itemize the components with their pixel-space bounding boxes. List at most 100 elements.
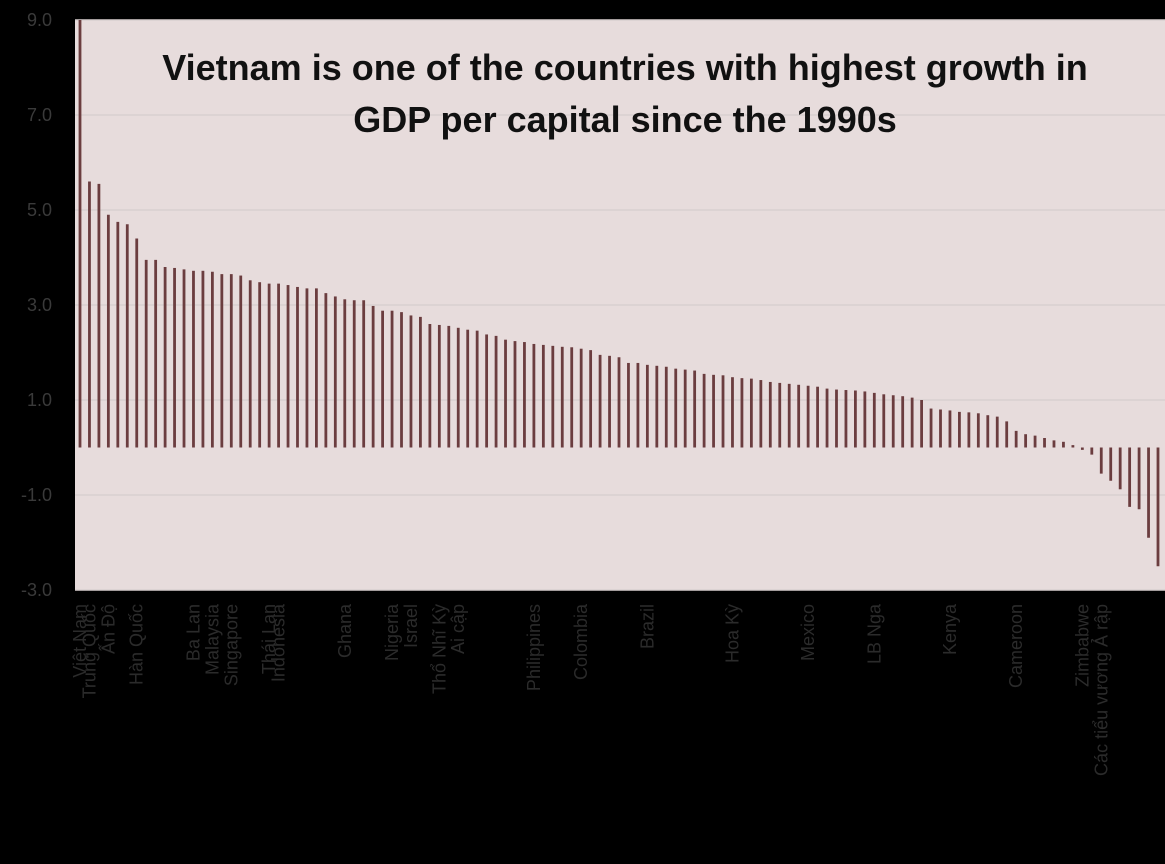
- bar: [958, 411, 961, 448]
- bar: [475, 330, 479, 448]
- bar: [315, 288, 318, 448]
- bar: [88, 181, 91, 448]
- bar: [863, 391, 867, 448]
- x-category-label: Ghana: [335, 603, 355, 658]
- bar: [1156, 447, 1160, 567]
- bar: [854, 390, 857, 448]
- bar: [712, 374, 715, 448]
- bar: [749, 378, 753, 448]
- bar: [371, 305, 375, 448]
- bar: [182, 269, 186, 448]
- bar: [248, 280, 252, 448]
- bar: [995, 416, 999, 448]
- bar: [201, 270, 205, 448]
- bar: [636, 362, 640, 448]
- x-category-label: Các tiểu vương Ả rập: [1090, 604, 1111, 776]
- x-category-label: Cameroon: [1006, 604, 1026, 688]
- bar: [277, 283, 280, 448]
- bar: [1109, 447, 1113, 481]
- y-tick-label: 5.0: [27, 200, 52, 220]
- bar: [333, 296, 337, 448]
- x-category-label: Trung Quốc: [79, 604, 99, 698]
- bar: [523, 342, 526, 448]
- bar: [967, 412, 971, 448]
- bar: [627, 362, 630, 448]
- bar: [986, 415, 990, 448]
- bar: [390, 310, 394, 448]
- bar: [1099, 447, 1103, 474]
- x-category-label: Thái Lan: [259, 604, 279, 674]
- bar: [1043, 438, 1046, 448]
- bar: [844, 390, 848, 448]
- bar: [948, 410, 952, 448]
- bar: [362, 300, 366, 448]
- bar: [891, 395, 895, 448]
- bar: [97, 183, 101, 448]
- y-tick-label: 3.0: [27, 295, 52, 315]
- x-category-label: Việt Nam: [70, 604, 90, 678]
- bar: [513, 341, 517, 448]
- bar: [305, 288, 309, 448]
- bar: [456, 327, 460, 448]
- bar: [1005, 421, 1009, 448]
- bar: [428, 324, 432, 448]
- bar: [324, 293, 328, 448]
- y-tick-label: 1.0: [27, 390, 52, 410]
- bar: [106, 214, 110, 448]
- bar: [664, 366, 668, 448]
- bar: [608, 355, 611, 448]
- chart-title-line-1: Vietnam is one of the countries with hig…: [162, 47, 1087, 88]
- x-category-label: LB Nga: [864, 603, 884, 664]
- x-category-label: Philippines: [524, 604, 544, 691]
- x-category-label: Thổ Nhĩ Kỳ: [429, 604, 449, 694]
- bar: [721, 375, 725, 448]
- bar: [929, 408, 933, 448]
- bar: [296, 286, 299, 448]
- bar: [258, 282, 262, 448]
- bar: [1052, 440, 1056, 448]
- bar: [541, 344, 545, 448]
- bar: [1147, 447, 1150, 538]
- bars: [78, 20, 1160, 567]
- bar: [570, 347, 574, 448]
- bar: [617, 357, 621, 448]
- bar: [1062, 441, 1065, 448]
- bar: [400, 312, 403, 448]
- bar: [504, 339, 507, 448]
- y-tick-label: -1.0: [21, 485, 52, 505]
- bar: [872, 392, 876, 448]
- bar: [768, 381, 772, 448]
- bar: [210, 271, 214, 448]
- bar: [163, 267, 167, 448]
- bar: [144, 259, 148, 448]
- bar: [759, 380, 763, 448]
- x-category-label: Israel: [401, 604, 421, 648]
- y-tick-label: 7.0: [27, 105, 52, 125]
- bar: [797, 384, 801, 448]
- x-category-label: Ba Lan: [183, 604, 203, 661]
- bar: [910, 397, 914, 448]
- bar: [901, 396, 905, 448]
- chart-title-line-2: GDP per capital since the 1990s: [353, 99, 897, 140]
- gridlines: [75, 19, 1165, 591]
- bar: [78, 20, 82, 448]
- bar: [447, 325, 451, 448]
- bar: [125, 224, 129, 448]
- bar: [229, 274, 233, 448]
- bar: [976, 413, 980, 448]
- x-category-label: Brazil: [637, 604, 657, 649]
- bar: [239, 275, 243, 448]
- bar: [835, 389, 838, 448]
- bar: [419, 316, 422, 448]
- bar: [920, 400, 923, 448]
- x-category-label: Zimbabwe: [1072, 604, 1092, 687]
- bar: [1118, 447, 1122, 490]
- bar: [192, 270, 195, 448]
- bar: [1090, 447, 1094, 455]
- bar: [352, 300, 356, 448]
- bar: [816, 386, 819, 448]
- bar: [598, 354, 602, 448]
